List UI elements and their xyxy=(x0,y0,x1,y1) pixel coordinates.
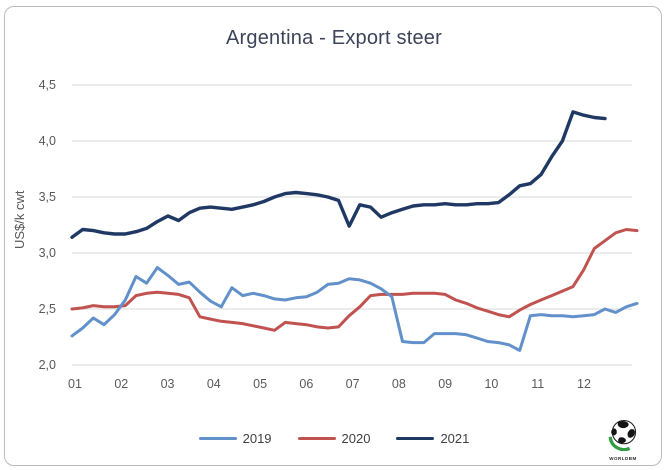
y-tick-label: 3,5 xyxy=(38,190,56,204)
legend-swatch-icon xyxy=(198,437,237,440)
legend-swatch-icon xyxy=(396,437,435,440)
legend-item-2019: 2019 xyxy=(198,431,272,446)
chart-title: Argentina - Export steer xyxy=(225,27,442,49)
x-tick-label: 10 xyxy=(484,377,499,391)
chart-frame xyxy=(4,6,662,466)
publisher-logo-text: WORLDBM xyxy=(609,456,637,461)
x-tick-label: 04 xyxy=(206,377,221,391)
x-tick-label: 03 xyxy=(160,377,175,391)
legend-swatch-icon xyxy=(297,437,336,440)
legend-item-2020: 2020 xyxy=(297,431,371,446)
y-tick-label: 3,0 xyxy=(38,246,56,260)
series-line-2021 xyxy=(70,110,607,240)
legend: 2019 2020 2021 xyxy=(0,431,668,446)
y-tick-label: 4,5 xyxy=(38,78,56,92)
x-tick-label: 02 xyxy=(114,377,129,391)
x-tick-label: 07 xyxy=(345,377,360,391)
y-tick-label: 2,0 xyxy=(38,358,56,372)
legend-label: 2020 xyxy=(341,431,371,446)
x-tick-label: 11 xyxy=(531,377,545,391)
series-line-2019 xyxy=(70,266,639,352)
x-tick-label: 06 xyxy=(299,377,314,391)
publisher-logo: WORLDBM xyxy=(599,417,647,463)
x-tick-label: 09 xyxy=(438,377,453,391)
legend-label: 2021 xyxy=(440,431,470,446)
x-tick-label: 05 xyxy=(253,377,268,391)
y-tick-label: 4,0 xyxy=(38,134,56,148)
legend-label: 2019 xyxy=(242,431,272,446)
x-tick-label: 08 xyxy=(391,377,406,391)
y-axis-title: US$/k cwt xyxy=(12,190,27,250)
y-tick-label: 2,5 xyxy=(38,302,56,316)
series-line-2020 xyxy=(70,228,639,332)
x-tick-label: 12 xyxy=(577,377,591,391)
globe-logo-icon xyxy=(608,419,637,452)
legend-item-2021: 2021 xyxy=(396,431,469,446)
x-tick-label: 01 xyxy=(68,377,82,391)
